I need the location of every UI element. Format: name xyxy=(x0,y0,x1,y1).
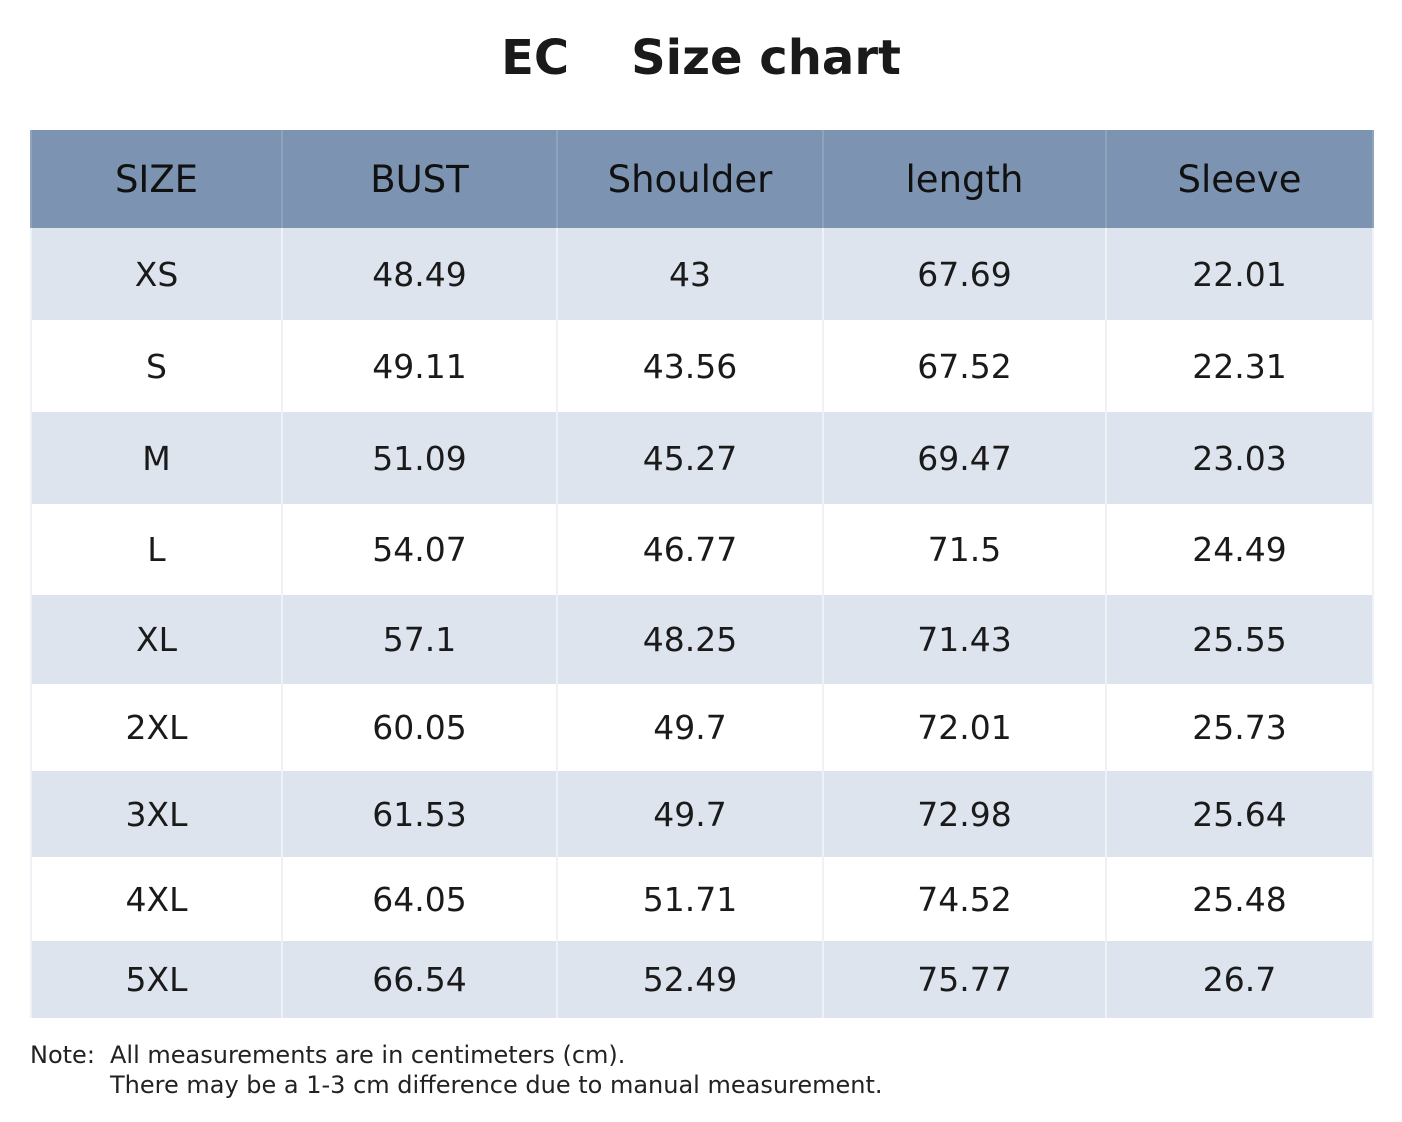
column-header: SIZE xyxy=(30,130,283,228)
measurement-cell: 48.49 xyxy=(281,228,558,320)
size-table: SIZE BUST Shoulder length Sleeve XS 48.49 43 67.… xyxy=(30,130,1374,1018)
note-line: There may be a 1-3 cm difference due to … xyxy=(110,1071,883,1099)
size-cell: M xyxy=(30,412,283,504)
measurement-cell: 72.98 xyxy=(822,771,1107,857)
size-cell: XS xyxy=(30,228,283,320)
note: Note: All measurements are in centimeters… xyxy=(30,1040,883,1100)
measurement-cell: 61.53 xyxy=(281,771,558,857)
title-right: Size chart xyxy=(631,30,901,86)
table-row: 5XL 66.54 52.49 75.77 26.7 xyxy=(30,941,1374,1018)
column-header: Shoulder xyxy=(556,130,824,228)
measurement-cell: 72.01 xyxy=(822,684,1107,771)
measurement-cell: 23.03 xyxy=(1105,412,1374,504)
measurement-cell: 60.05 xyxy=(281,684,558,771)
measurement-cell: 67.52 xyxy=(822,320,1107,412)
size-cell: L xyxy=(30,504,283,595)
measurement-cell: 75.77 xyxy=(822,941,1107,1018)
column-header: BUST xyxy=(281,130,558,228)
measurement-cell: 66.54 xyxy=(281,941,558,1018)
title: EC Size chart xyxy=(0,30,1402,86)
measurement-cell: 25.55 xyxy=(1105,595,1374,684)
measurement-cell: 64.05 xyxy=(281,857,558,941)
note-row: There may be a 1-3 cm difference due to … xyxy=(30,1070,883,1100)
measurement-cell: 51.71 xyxy=(556,857,824,941)
header-row: SIZE BUST Shoulder length Sleeve xyxy=(30,130,1374,228)
table-row: 2XL 60.05 49.7 72.01 25.73 xyxy=(30,684,1374,771)
size-cell: S xyxy=(30,320,283,412)
measurement-cell: 48.25 xyxy=(556,595,824,684)
table-row: XS 48.49 43 67.69 22.01 xyxy=(30,228,1374,320)
measurement-cell: 54.07 xyxy=(281,504,558,595)
measurement-cell: 71.5 xyxy=(822,504,1107,595)
measurement-cell: 49.7 xyxy=(556,771,824,857)
size-cell: XL xyxy=(30,595,283,684)
measurement-cell: 24.49 xyxy=(1105,504,1374,595)
table-row: S 49.11 43.56 67.52 22.31 xyxy=(30,320,1374,412)
measurement-cell: 49.7 xyxy=(556,684,824,771)
note-label: Note: xyxy=(30,1041,95,1069)
measurement-cell: 49.11 xyxy=(281,320,558,412)
measurement-cell: 43.56 xyxy=(556,320,824,412)
measurement-cell: 69.47 xyxy=(822,412,1107,504)
size-cell: 5XL xyxy=(30,941,283,1018)
table-row: 3XL 61.53 49.7 72.98 25.64 xyxy=(30,771,1374,857)
measurement-cell: 25.64 xyxy=(1105,771,1374,857)
size-cell: 4XL xyxy=(30,857,283,941)
note-line: All measurements are in centimeters (cm)… xyxy=(110,1041,626,1069)
table-row: 4XL 64.05 51.71 74.52 25.48 xyxy=(30,857,1374,941)
measurement-cell: 52.49 xyxy=(556,941,824,1018)
measurement-cell: 67.69 xyxy=(822,228,1107,320)
column-header: length xyxy=(822,130,1107,228)
size-cell: 2XL xyxy=(30,684,283,771)
table-row: XL 57.1 48.25 71.43 25.55 xyxy=(30,595,1374,684)
title-left: EC xyxy=(501,30,570,86)
column-header: Sleeve xyxy=(1105,130,1374,228)
measurement-cell: 45.27 xyxy=(556,412,824,504)
measurement-cell: 22.01 xyxy=(1105,228,1374,320)
measurement-cell: 43 xyxy=(556,228,824,320)
measurement-cell: 22.31 xyxy=(1105,320,1374,412)
measurement-cell: 25.48 xyxy=(1105,857,1374,941)
measurement-cell: 26.7 xyxy=(1105,941,1374,1018)
measurement-cell: 57.1 xyxy=(281,595,558,684)
measurement-cell: 25.73 xyxy=(1105,684,1374,771)
note-row: Note: All measurements are in centimeters… xyxy=(30,1040,883,1070)
table-row: M 51.09 45.27 69.47 23.03 xyxy=(30,412,1374,504)
size-cell: 3XL xyxy=(30,771,283,857)
measurement-cell: 74.52 xyxy=(822,857,1107,941)
measurement-cell: 51.09 xyxy=(281,412,558,504)
table-row: L 54.07 46.77 71.5 24.49 xyxy=(30,504,1374,595)
measurement-cell: 46.77 xyxy=(556,504,824,595)
measurement-cell: 71.43 xyxy=(822,595,1107,684)
